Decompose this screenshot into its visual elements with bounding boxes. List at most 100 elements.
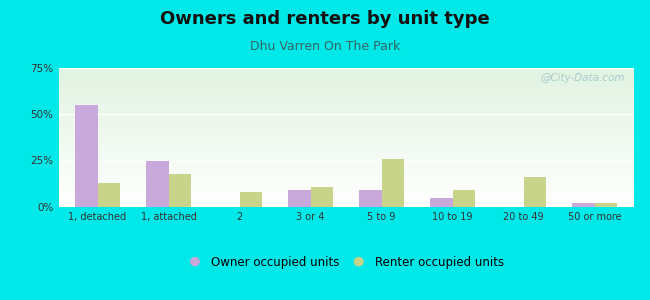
Bar (58, 202, 634, 203)
Bar (58, 119, 634, 120)
Bar (58, 167, 634, 168)
Bar (58, 196, 634, 197)
Bar (58, 108, 634, 109)
Bar (58, 138, 634, 139)
Bar (58, 163, 634, 164)
Bar (58, 118, 634, 119)
Bar (58, 192, 634, 193)
Bar (58, 164, 634, 165)
Bar (58, 141, 634, 142)
Bar (58, 81, 634, 82)
Bar (58, 187, 634, 188)
Bar (58, 91, 634, 92)
Bar (58, 194, 634, 195)
Bar (58, 152, 634, 153)
Bar (58, 165, 634, 166)
Bar (58, 188, 634, 189)
Bar (524, 177, 547, 207)
Bar (58, 88, 634, 89)
Bar (58, 182, 634, 183)
Bar (168, 173, 191, 207)
Bar (58, 151, 634, 152)
Bar (58, 136, 634, 137)
Bar (58, 82, 634, 83)
Legend: Owner occupied units, Renter occupied units: Owner occupied units, Renter occupied un… (183, 251, 509, 274)
Bar (58, 111, 634, 112)
Bar (58, 112, 634, 113)
Bar (58, 168, 634, 169)
Bar (58, 144, 634, 145)
Bar (58, 204, 634, 205)
Bar (58, 110, 634, 111)
Bar (58, 139, 634, 140)
Bar (58, 199, 634, 200)
Bar (58, 85, 634, 86)
Bar (58, 180, 634, 181)
Bar (58, 115, 634, 116)
Bar (58, 197, 634, 198)
Bar (58, 148, 634, 149)
Bar (58, 83, 634, 84)
Bar (58, 162, 634, 163)
Bar (58, 98, 634, 99)
Bar (58, 203, 634, 204)
Bar (58, 150, 634, 151)
Bar (58, 121, 634, 122)
Bar (359, 190, 382, 207)
Bar (58, 68, 634, 69)
Bar (58, 140, 634, 141)
Bar (58, 172, 634, 173)
Bar (58, 78, 634, 79)
Bar (58, 105, 634, 106)
Bar (98, 183, 120, 207)
Bar (58, 190, 634, 191)
Bar (58, 149, 634, 150)
Bar (58, 125, 634, 126)
Bar (58, 71, 634, 72)
Bar (58, 84, 634, 85)
Bar (58, 158, 634, 159)
Bar (58, 154, 634, 155)
Bar (58, 97, 634, 98)
Bar (58, 153, 634, 154)
Bar (58, 143, 634, 144)
Bar (58, 131, 634, 132)
Bar (58, 107, 634, 108)
Bar (58, 73, 634, 74)
Bar (58, 129, 634, 130)
Bar (58, 177, 634, 178)
Bar (58, 181, 634, 182)
Bar (58, 123, 634, 124)
Bar (58, 183, 634, 184)
Bar (58, 142, 634, 143)
Bar (58, 101, 634, 102)
Bar (58, 126, 634, 127)
Bar (58, 77, 634, 78)
Bar (58, 109, 634, 110)
Bar (58, 179, 634, 180)
Bar (58, 170, 634, 171)
Bar (58, 94, 634, 95)
Bar (58, 130, 634, 131)
Bar (58, 178, 634, 179)
Bar (58, 120, 634, 121)
Bar (58, 137, 634, 138)
Bar (58, 157, 634, 158)
Bar (58, 89, 634, 90)
Bar (572, 203, 595, 207)
Bar (58, 155, 634, 156)
Bar (58, 193, 634, 194)
Bar (595, 203, 618, 207)
Bar (58, 76, 634, 77)
Bar (430, 198, 452, 207)
Bar (58, 200, 634, 201)
Bar (58, 92, 634, 93)
Bar (58, 160, 634, 161)
Bar (240, 192, 263, 207)
Bar (58, 191, 634, 192)
Bar (58, 99, 634, 100)
Bar (58, 113, 634, 114)
Bar (58, 171, 634, 172)
Bar (58, 173, 634, 174)
Bar (58, 118, 634, 119)
